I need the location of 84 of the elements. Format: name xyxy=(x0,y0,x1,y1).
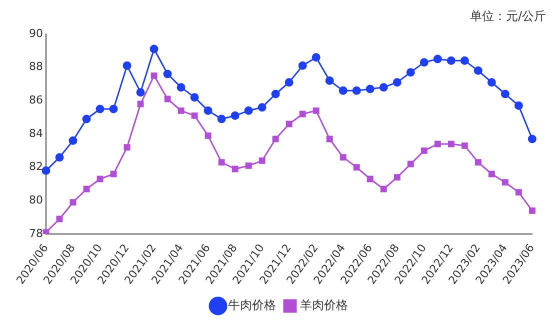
point xyxy=(217,114,226,124)
point xyxy=(353,164,360,171)
point xyxy=(56,216,63,222)
point xyxy=(366,176,374,182)
point xyxy=(272,136,279,142)
point xyxy=(163,70,172,78)
point xyxy=(96,104,104,114)
point xyxy=(528,134,536,144)
point xyxy=(286,120,292,128)
point xyxy=(460,56,469,65)
point xyxy=(434,140,441,148)
y-tick-label: 86 xyxy=(28,94,43,107)
point xyxy=(164,96,171,102)
point xyxy=(136,88,145,97)
point xyxy=(70,199,76,206)
point xyxy=(502,179,508,186)
point xyxy=(325,76,334,85)
point xyxy=(284,78,294,87)
point xyxy=(474,66,482,75)
point xyxy=(299,110,306,118)
point xyxy=(96,176,104,182)
point xyxy=(420,58,428,67)
point xyxy=(326,136,333,142)
point xyxy=(312,53,320,62)
point xyxy=(366,84,374,94)
legend-label: 羊肉价格 xyxy=(300,298,348,312)
point xyxy=(122,61,132,70)
point xyxy=(515,189,522,196)
point xyxy=(340,154,346,161)
point xyxy=(474,159,482,166)
point xyxy=(487,78,496,87)
point xyxy=(232,166,238,172)
y-tick-label: 90 xyxy=(28,26,43,40)
point xyxy=(204,132,212,139)
point xyxy=(191,112,198,119)
point xyxy=(42,229,50,234)
point xyxy=(150,72,158,79)
y-tick-label: 82 xyxy=(28,160,43,174)
text: 单位：元/公斤 xyxy=(470,9,546,23)
point xyxy=(392,78,402,87)
point xyxy=(448,140,454,148)
point xyxy=(488,170,495,178)
point xyxy=(407,160,414,168)
y-tick-label: 88 xyxy=(28,60,43,74)
y-tick-label: 78 xyxy=(28,226,43,240)
point xyxy=(338,86,348,95)
point xyxy=(514,101,523,110)
point xyxy=(68,136,78,145)
legend-label: 牛肉价格 xyxy=(228,298,276,312)
point xyxy=(528,207,536,214)
point xyxy=(230,111,240,120)
point xyxy=(271,90,280,98)
point xyxy=(42,166,50,175)
point xyxy=(83,186,90,192)
point xyxy=(109,104,118,114)
point xyxy=(394,174,400,181)
point xyxy=(406,68,415,77)
point xyxy=(82,114,91,124)
point xyxy=(110,170,117,178)
point xyxy=(446,56,456,65)
point xyxy=(218,159,225,166)
point xyxy=(433,54,442,64)
point xyxy=(150,44,158,54)
point xyxy=(258,103,266,112)
point xyxy=(420,147,428,154)
point xyxy=(137,100,144,108)
point xyxy=(55,153,64,162)
point xyxy=(461,142,468,149)
point xyxy=(178,107,184,114)
y-tick-label: 80 xyxy=(28,194,43,207)
point xyxy=(380,186,387,192)
y-tick-label: 84 xyxy=(28,126,43,140)
point xyxy=(298,61,307,70)
point xyxy=(258,157,266,164)
point xyxy=(124,144,130,151)
point xyxy=(204,106,212,115)
point xyxy=(379,83,388,92)
point xyxy=(352,86,361,95)
point xyxy=(312,107,320,114)
point xyxy=(244,106,253,115)
point xyxy=(176,83,186,92)
point xyxy=(500,90,510,98)
point xyxy=(190,93,199,102)
point xyxy=(245,162,252,169)
